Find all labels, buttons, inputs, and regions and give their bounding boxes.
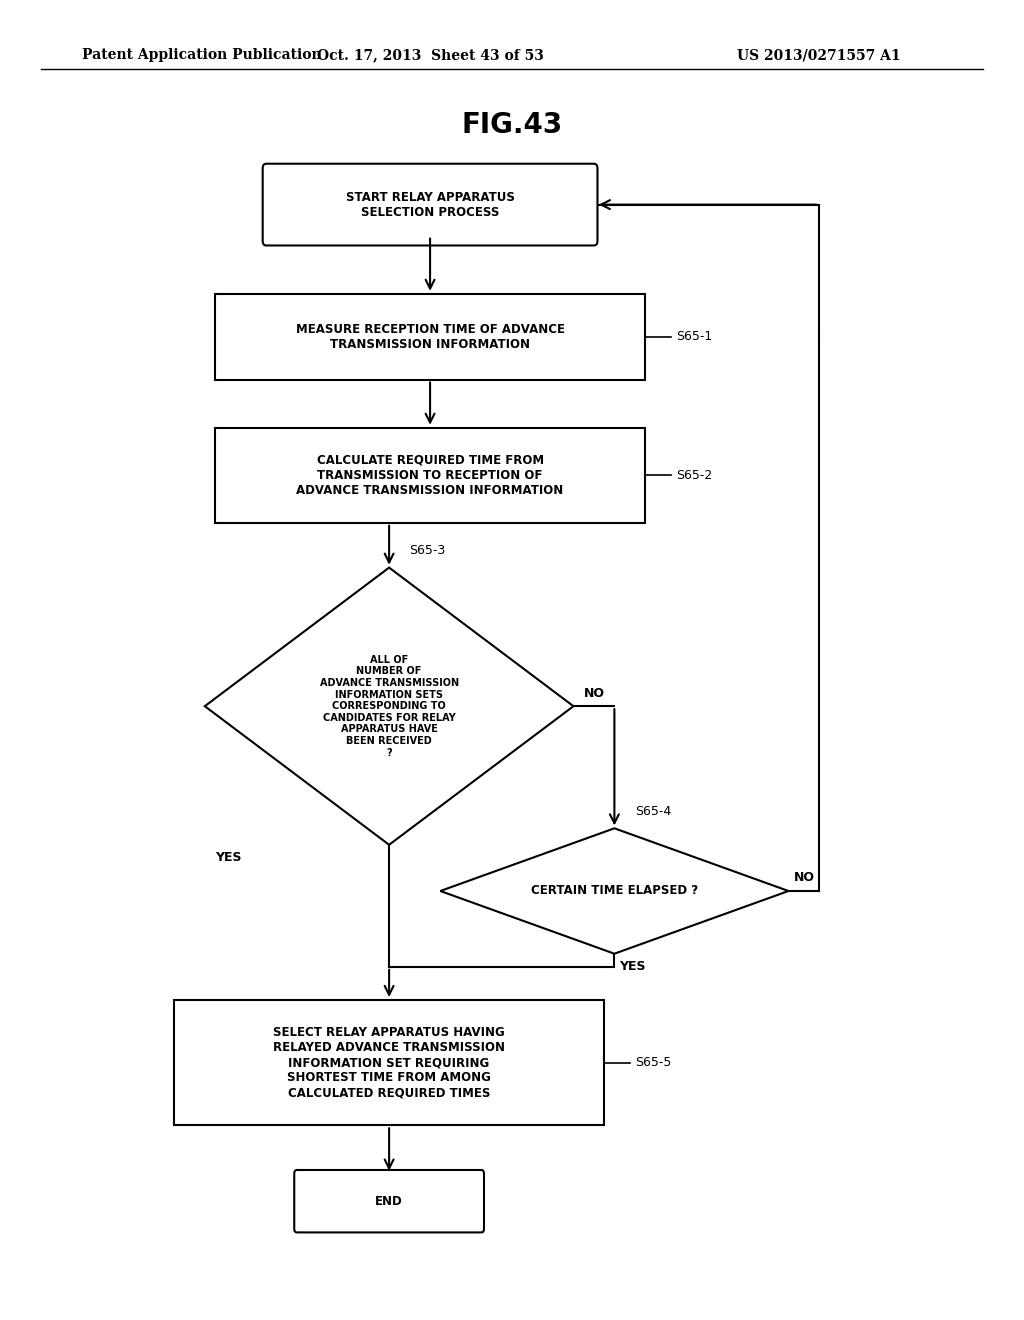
Text: CERTAIN TIME ELAPSED ?: CERTAIN TIME ELAPSED ?: [530, 884, 698, 898]
Polygon shape: [205, 568, 573, 845]
Text: S65-2: S65-2: [676, 469, 712, 482]
Text: NO: NO: [794, 871, 815, 884]
Text: YES: YES: [215, 851, 242, 865]
Text: SELECT RELAY APPARATUS HAVING
RELAYED ADVANCE TRANSMISSION
INFORMATION SET REQUI: SELECT RELAY APPARATUS HAVING RELAYED AD…: [273, 1026, 505, 1100]
Polygon shape: [440, 829, 788, 953]
Text: S65-5: S65-5: [635, 1056, 672, 1069]
Text: Patent Application Publication: Patent Application Publication: [82, 49, 322, 62]
Text: NO: NO: [584, 686, 605, 700]
Text: ALL OF
NUMBER OF
ADVANCE TRANSMISSION
INFORMATION SETS
CORRESPONDING TO
CANDIDAT: ALL OF NUMBER OF ADVANCE TRANSMISSION IN…: [319, 655, 459, 758]
FancyBboxPatch shape: [263, 164, 597, 246]
Bar: [215, 428, 645, 523]
Bar: [174, 1001, 604, 1125]
Text: MEASURE RECEPTION TIME OF ADVANCE
TRANSMISSION INFORMATION: MEASURE RECEPTION TIME OF ADVANCE TRANSM…: [296, 322, 564, 351]
Text: S65-3: S65-3: [410, 544, 445, 557]
Text: CALCULATE REQUIRED TIME FROM
TRANSMISSION TO RECEPTION OF
ADVANCE TRANSMISSION I: CALCULATE REQUIRED TIME FROM TRANSMISSIO…: [297, 454, 563, 496]
Text: FIG.43: FIG.43: [462, 111, 562, 140]
Text: Oct. 17, 2013  Sheet 43 of 53: Oct. 17, 2013 Sheet 43 of 53: [316, 49, 544, 62]
Text: END: END: [375, 1195, 403, 1208]
Text: US 2013/0271557 A1: US 2013/0271557 A1: [737, 49, 901, 62]
Text: START RELAY APPARATUS
SELECTION PROCESS: START RELAY APPARATUS SELECTION PROCESS: [346, 190, 514, 219]
Text: YES: YES: [620, 961, 646, 973]
Bar: [215, 293, 645, 380]
Text: S65-1: S65-1: [676, 330, 712, 343]
Text: S65-4: S65-4: [635, 805, 671, 817]
FancyBboxPatch shape: [294, 1170, 484, 1233]
